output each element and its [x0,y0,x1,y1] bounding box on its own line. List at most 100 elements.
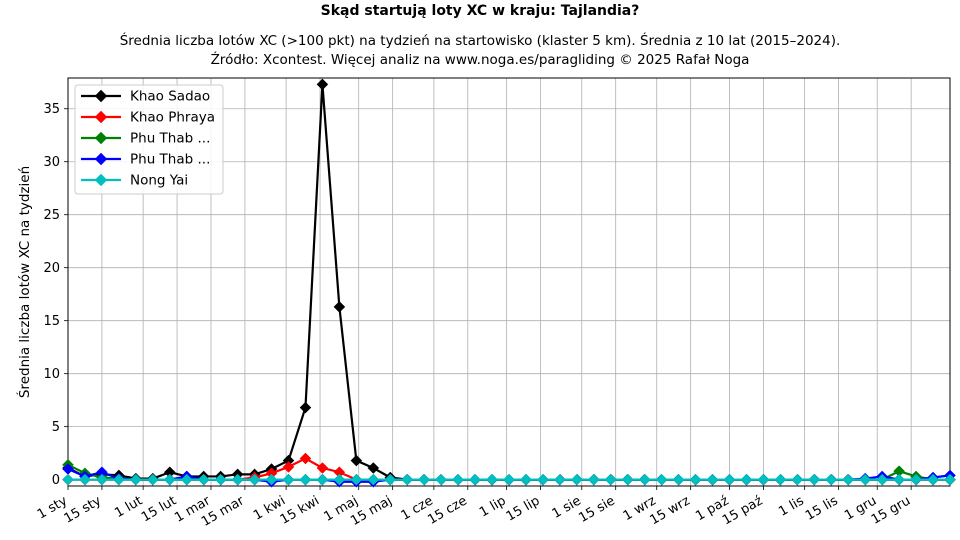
data-point [79,473,91,486]
x-tick-label: 15 lip [504,493,543,524]
data-point [231,473,244,486]
data-point [299,401,312,414]
data-point [927,473,939,486]
legend-marker [94,152,108,166]
chart-subtitle-line-2: Źródło: Xcontest. Więcej analiz na www.n… [210,52,750,68]
legend-marker [94,173,108,187]
x-tick-label: 1 lut [112,493,145,521]
data-point [282,473,295,486]
x-tick-label: 1 lis [776,493,807,519]
data-point [503,473,515,486]
data-point [655,473,668,486]
data-point [316,473,329,486]
legend-label: Phu Thab ... [130,152,210,168]
series-layer [62,78,956,488]
legend-label: Khao Phraya [130,110,215,126]
data-point [299,473,312,486]
data-point [62,473,74,486]
legend-entry: Khao Sadao [81,89,210,105]
legend-entry: Nong Yai [81,173,188,189]
data-point [333,473,346,486]
x-tick-label: 15 gru [869,493,913,527]
legend: Khao Sadao Khao Phraya Phu Thab ... Phu Tha… [74,84,224,195]
x-tick-label: 15 sie [576,493,617,526]
data-point [706,473,719,486]
x-tick-label: 15 lis [803,493,841,523]
legend-entry: Phu Thab ... [81,131,210,147]
data-point [129,473,142,486]
data-point [554,473,566,486]
data-point [859,473,872,486]
legend-entry: Phu Thab ... [81,152,210,168]
y-tick-label: 0 [52,473,60,488]
legend-entry: Khao Phraya [81,110,215,126]
data-point [757,473,770,486]
data-point [248,473,261,486]
legend-label: Nong Yai [130,173,188,189]
x-tick-label: 15 wrz [647,493,692,528]
data-point [146,473,159,486]
data-point [570,473,583,486]
y-tick-label: 5 [52,420,60,435]
data-point [163,473,176,486]
data-point [282,461,295,473]
legend-box [74,84,224,195]
y-tick-label: 30 [43,155,60,170]
data-point [774,473,787,486]
data-point [537,473,549,486]
y-tick-label: 10 [43,367,60,382]
series-5 [62,473,956,486]
data-point [401,473,414,486]
y-tick-label: 35 [43,102,60,117]
data-point [384,473,397,486]
data-point [265,473,278,486]
data-point [180,473,193,486]
chart-title: Skąd startują loty XC w kraju: Tajlandia… [320,3,640,19]
data-point [197,473,210,486]
plot-frame [67,77,951,487]
x-tick-label: 15 sty [62,493,105,526]
x-tick-label: 15 lut [139,493,179,525]
data-point [723,473,736,486]
data-point [604,473,617,486]
data-point [299,452,312,465]
legend-marker [94,110,108,124]
data-point [214,473,227,486]
data-point [316,462,329,474]
data-point [825,473,838,486]
data-point [367,462,380,474]
data-point [333,301,346,313]
data-point [486,473,498,486]
data-point [910,473,922,486]
data-point [740,473,753,486]
data-point [520,473,532,486]
data-point [944,473,956,486]
data-point [418,473,431,486]
data-point [876,473,889,486]
data-point [791,473,804,486]
x-tick-label: 15 kwi [278,493,322,527]
y-tick-label: 15 [43,314,60,329]
data-point [350,454,363,467]
legend-marker [94,131,108,145]
data-point [113,473,125,486]
data-point [672,473,685,486]
data-point [808,473,821,486]
y-tick-label: 25 [43,208,60,223]
x-tick-label: 15 cze [425,493,469,527]
data-point [316,78,329,91]
data-point [689,473,702,486]
legend-label: Phu Thab ... [130,131,210,147]
data-point [842,473,855,486]
data-point [638,473,651,486]
data-point [367,473,380,486]
chart-subtitle-line-1: Średnia liczba lotów XC (>100 pkt) na ty… [119,33,841,49]
data-point [350,473,363,486]
data-point [587,473,600,486]
legend-marker [94,89,108,103]
data-point [96,473,108,486]
y-tick-label: 20 [43,261,60,276]
data-point [621,473,634,486]
data-point [435,473,448,486]
